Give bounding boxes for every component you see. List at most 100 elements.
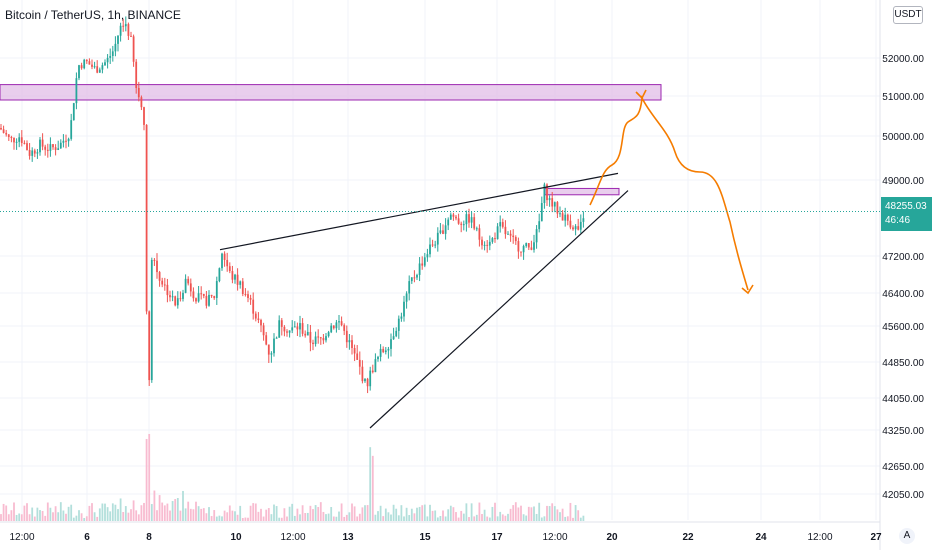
volume-bar [106,507,109,521]
time-tick-label: 17 [491,532,503,543]
volume-bar [0,514,2,521]
volume-bar [478,502,481,521]
volume-bar [187,501,190,521]
volume-bar [169,510,171,521]
volume-bar [548,506,551,521]
candle-body [91,64,93,67]
time-tick-label: 6 [84,532,90,543]
time-tick-label: 22 [682,532,694,543]
candle-body [577,226,580,230]
volume-bar [65,513,67,521]
volume-bar [145,438,148,521]
volume-bar [345,514,348,521]
candle-body [447,219,450,226]
volume-bar [306,512,309,521]
candle-body [109,55,112,58]
volume-bar [197,506,200,521]
volume-bar [132,500,135,521]
volume-bar [205,513,208,521]
volume-bar [28,514,31,521]
volume-bar [44,515,47,521]
price-tick-label: 42650.00 [882,462,924,473]
volume-bar [348,512,351,521]
price-tick-label: 47200.00 [882,252,924,263]
volume-bar [486,516,489,521]
candle-body [101,65,104,70]
candle-body [468,214,470,223]
volume-bar [7,514,10,521]
small-supply-zone [544,187,620,196]
candle-body [436,232,439,245]
volume-bar [189,508,192,521]
candle-body [543,184,546,204]
volume-bar [280,517,283,521]
candle-body [512,235,515,238]
candle-body [36,152,39,154]
candle-body [507,233,509,235]
volume-bar [475,514,478,521]
price-tick-label: 49000.00 [882,176,924,187]
volume-bar [288,506,291,521]
candle-body [20,137,23,143]
volume-bar [434,510,437,521]
volume-bar [286,516,288,521]
auto-scale-button[interactable]: A [899,528,915,544]
volume-bar [540,517,543,521]
candle-body [54,147,57,150]
candle-body [325,336,327,341]
candle-body [423,257,426,266]
volume-bar [522,514,525,521]
volume-bar [218,515,221,521]
time-tick-label: 24 [755,532,767,543]
candle-body [156,260,158,273]
candle-body [62,140,65,143]
currency-selector[interactable]: USDT [893,6,923,24]
volume-bar [80,513,83,521]
volume-bar [429,504,431,521]
volume-bar [577,510,580,521]
price-tick-label: 43250.00 [882,426,924,437]
volume-bar [252,503,255,521]
volume-bar [470,503,473,521]
volume-bar [543,516,546,521]
candle-body [39,139,41,153]
candle-body [546,184,548,201]
candle-body [124,24,127,27]
candle-body [408,281,411,294]
volume-bar [501,514,504,521]
volume-bar [239,505,242,521]
candle-body [98,69,101,73]
volume-bar [70,504,73,521]
candle-body [205,295,208,306]
candle-body [327,332,330,337]
candle-body [267,344,270,355]
candle-body [517,241,520,252]
symbol-title[interactable]: Bitcoin / TetherUS, 1h, BINANCE [5,8,181,22]
candle-body [31,150,34,156]
volume-bar [91,503,93,521]
volume-bar [5,505,8,521]
candle-body [504,226,507,235]
candle-body [236,274,239,285]
candle-body [254,313,257,319]
time-tick-label: 12:00 [542,532,567,543]
volume-bar [57,512,60,521]
candle-body [553,202,556,207]
candle-body [416,274,418,278]
candle-body [478,228,481,240]
candle-body [465,214,468,225]
volume-bar [377,511,379,521]
volume-bar [184,508,187,521]
volume-bar [457,517,460,521]
candle-body [442,230,444,234]
volume-bar [449,505,452,521]
volume-bar [491,506,494,521]
candle-body [278,320,281,338]
candle-body [520,251,522,253]
volume-bar [236,514,239,521]
volume-bar [525,515,528,521]
candle-body [46,149,49,151]
candle-body [158,272,161,281]
